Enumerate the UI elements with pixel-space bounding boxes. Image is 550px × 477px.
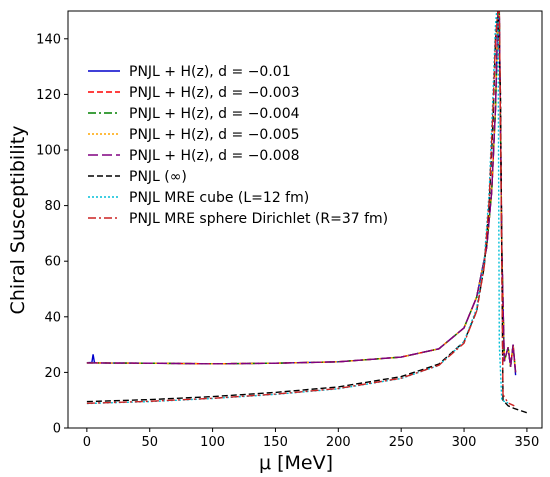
x-tick-label: 0: [83, 435, 91, 450]
legend-label-4: PNJL + H(z), d = −0.005: [129, 127, 300, 143]
y-tick-label: 20: [44, 366, 61, 381]
legend-label-1: PNJL + H(z), d = −0.01: [129, 64, 291, 80]
plot-frame: [67, 10, 543, 429]
axes: 0 50 100 150 200 250 300 350 0 20 40 60 80 100 120 140: [36, 10, 543, 450]
x-tick-label: 200: [326, 435, 351, 450]
legend: PNJL + H(z), d = −0.01 PNJL + H(z), d = −…: [88, 64, 388, 227]
x-axis-label: μ [MeV]: [259, 452, 333, 474]
x-tick-label: 150: [263, 435, 288, 450]
y-tick-label: 0: [53, 422, 61, 437]
y-tick-label: 40: [44, 310, 61, 325]
x-tick-label: 50: [141, 435, 158, 450]
y-tick-label: 60: [44, 255, 61, 270]
y-tick-label: 120: [36, 88, 61, 103]
x-tick-label: 100: [200, 435, 225, 450]
series-line-6: [86, 11, 528, 414]
legend-label-3: PNJL + H(z), d = −0.004: [129, 106, 300, 122]
legend-label-8: PNJL MRE sphere Dirichlet (R=37 fm): [129, 211, 388, 227]
x-tick-label: 250: [389, 435, 414, 450]
legend-label-7: PNJL MRE cube (L=12 fm): [129, 190, 309, 206]
y-tick-label: 140: [36, 32, 61, 47]
x-tick-label: 300: [452, 435, 477, 450]
legend-label-6: PNJL (∞): [129, 169, 187, 185]
plot-area: [86, 11, 528, 414]
y-axis-label: Chiral Susceptibility: [7, 126, 29, 315]
series-line-5: [86, 11, 517, 373]
legend-label-5: PNJL + H(z), d = −0.008: [129, 148, 300, 164]
series-line-7: [86, 11, 509, 405]
y-tick-label: 80: [44, 199, 61, 214]
series-line-8: [86, 11, 515, 407]
x-tick-label: 350: [514, 435, 539, 450]
legend-label-2: PNJL + H(z), d = −0.003: [129, 85, 300, 101]
y-tick-label: 100: [36, 144, 61, 159]
